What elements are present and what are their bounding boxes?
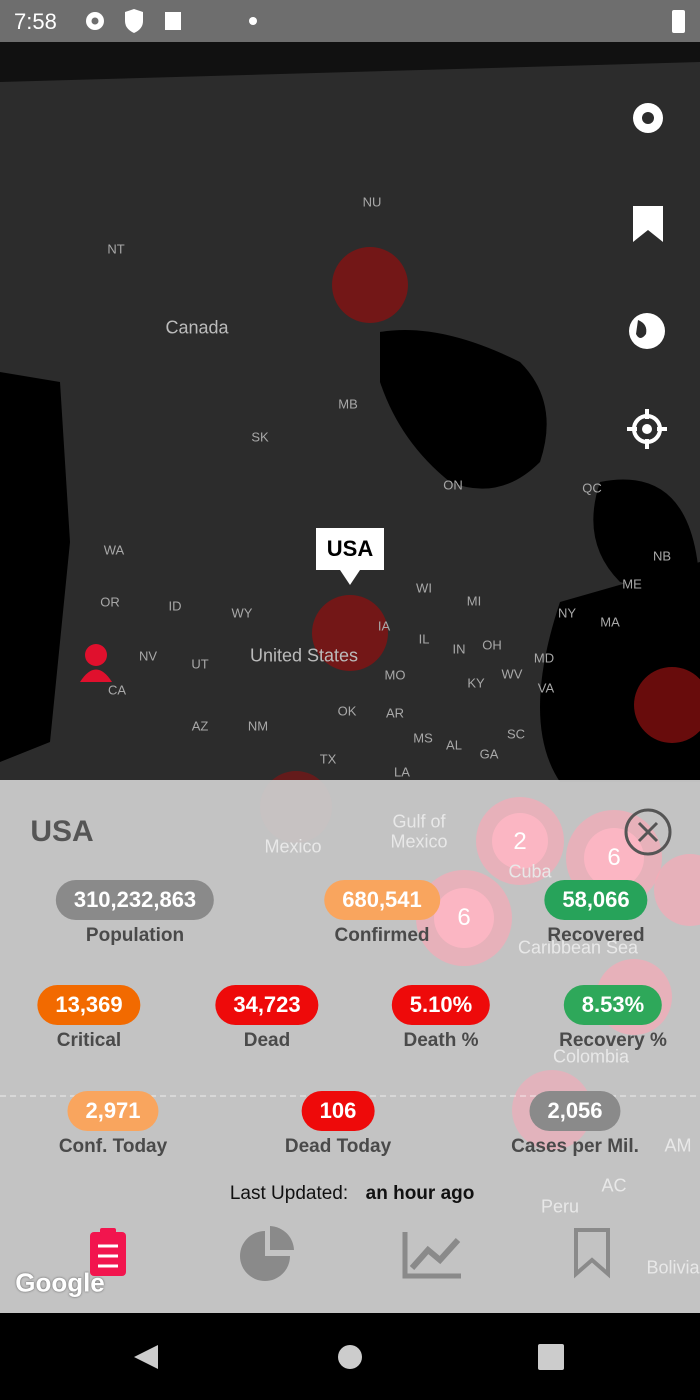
map-label: Gulf of: [392, 811, 446, 832]
map-label: NT: [107, 241, 125, 257]
map-label: NM: [247, 718, 269, 734]
map-label: UT: [191, 656, 209, 672]
map-label: IA: [377, 618, 391, 634]
stat-label: Dead: [243, 1030, 291, 1051]
map-label: Canada: [165, 317, 229, 338]
map-label: WA: [103, 542, 125, 558]
last-updated-value: an hour ago: [365, 1183, 475, 1204]
map-label: LA: [394, 764, 410, 780]
last-updated-label: Last Updated:: [229, 1183, 349, 1204]
map-label: ME: [622, 576, 642, 592]
map-label: SK: [251, 429, 269, 445]
map-label: OK: [337, 703, 357, 719]
map-label: AC: [601, 1175, 627, 1196]
map-label: OR: [100, 594, 120, 610]
map-label: NV: [138, 648, 158, 664]
map-label: IL: [418, 631, 430, 647]
stat-label: Recovery %: [559, 1030, 667, 1051]
map-label: AL: [446, 737, 462, 753]
map-label: Bolivia: [646, 1257, 700, 1278]
map-label: United States: [249, 645, 359, 666]
map-label: WV: [501, 666, 523, 682]
status-icons: [86, 9, 685, 33]
back-button[interactable]: [134, 1345, 158, 1369]
map-label: AR: [385, 705, 405, 721]
stat-value: 8.53%: [563, 985, 663, 1025]
map-label: Mexico: [390, 831, 448, 852]
stat-value: 5.10%: [391, 985, 491, 1025]
map-callout: USA: [326, 536, 374, 561]
map-label: Mexico: [264, 836, 322, 857]
map-label: ON: [443, 477, 463, 493]
map-label: IN: [452, 641, 466, 657]
cluster-count[interactable]: 6: [457, 904, 471, 931]
map-label: NY: [557, 605, 577, 621]
map-label: SC: [506, 726, 526, 742]
stat-value: 13,369: [37, 985, 141, 1025]
stat-value: 58,066: [544, 880, 648, 920]
nav-bar: [0, 1313, 700, 1400]
stat-value: 680,541: [324, 880, 440, 920]
map-label: MS: [413, 730, 433, 746]
map-label: Peru: [540, 1196, 580, 1217]
map-label: NU: [362, 194, 382, 210]
map-label: MA: [600, 614, 620, 630]
cluster-count[interactable]: 6: [607, 844, 621, 871]
map-label: OH: [482, 637, 502, 653]
stat-value: 2,056: [529, 1091, 621, 1131]
map-label: NB: [652, 548, 672, 564]
stat-label: Critical: [56, 1030, 122, 1051]
home-button[interactable]: [338, 1345, 362, 1369]
stat-value: 310,232,863: [55, 880, 215, 920]
status-bar: 7:58: [0, 0, 700, 42]
stat-label: Conf. Today: [58, 1136, 168, 1157]
map-label: AM: [664, 1135, 692, 1156]
map-label: Colombia: [552, 1046, 630, 1067]
stat-label: Confirmed: [334, 925, 430, 946]
stat-label: Recovered: [547, 925, 645, 946]
map-label: VA: [537, 680, 555, 696]
map-label: QC: [582, 480, 602, 496]
panel-title: USA: [30, 815, 94, 848]
map-label: MD: [533, 650, 555, 666]
clock: 7:58: [14, 9, 57, 34]
stat-label: Dead Today: [284, 1136, 392, 1157]
map-label: Cuba: [508, 861, 552, 882]
stat-value: 106: [301, 1091, 375, 1131]
stat-label: Death %: [403, 1030, 479, 1051]
stat-label: Cases per Mil.: [511, 1136, 639, 1157]
map-label: ID: [168, 598, 182, 614]
stat-value: 34,723: [215, 985, 319, 1025]
stat-value: 2,971: [67, 1091, 159, 1131]
map-label: AZ: [191, 718, 209, 734]
map-label: MB: [338, 396, 358, 412]
map-label: Caribbean Sea: [517, 937, 639, 958]
map-label: TX: [319, 751, 337, 767]
map-label: CA: [107, 682, 127, 698]
google-logo: Google: [15, 1267, 105, 1298]
map-label: MI: [466, 593, 482, 609]
map-label: GA: [479, 746, 499, 762]
map-label: WI: [416, 580, 432, 596]
map-label: WY: [231, 605, 253, 621]
map-label: MO: [384, 667, 406, 683]
cluster-count[interactable]: 2: [513, 828, 527, 855]
map-label: KY: [467, 675, 485, 691]
recents-button[interactable]: [538, 1344, 564, 1370]
stat-label: Population: [85, 925, 185, 946]
